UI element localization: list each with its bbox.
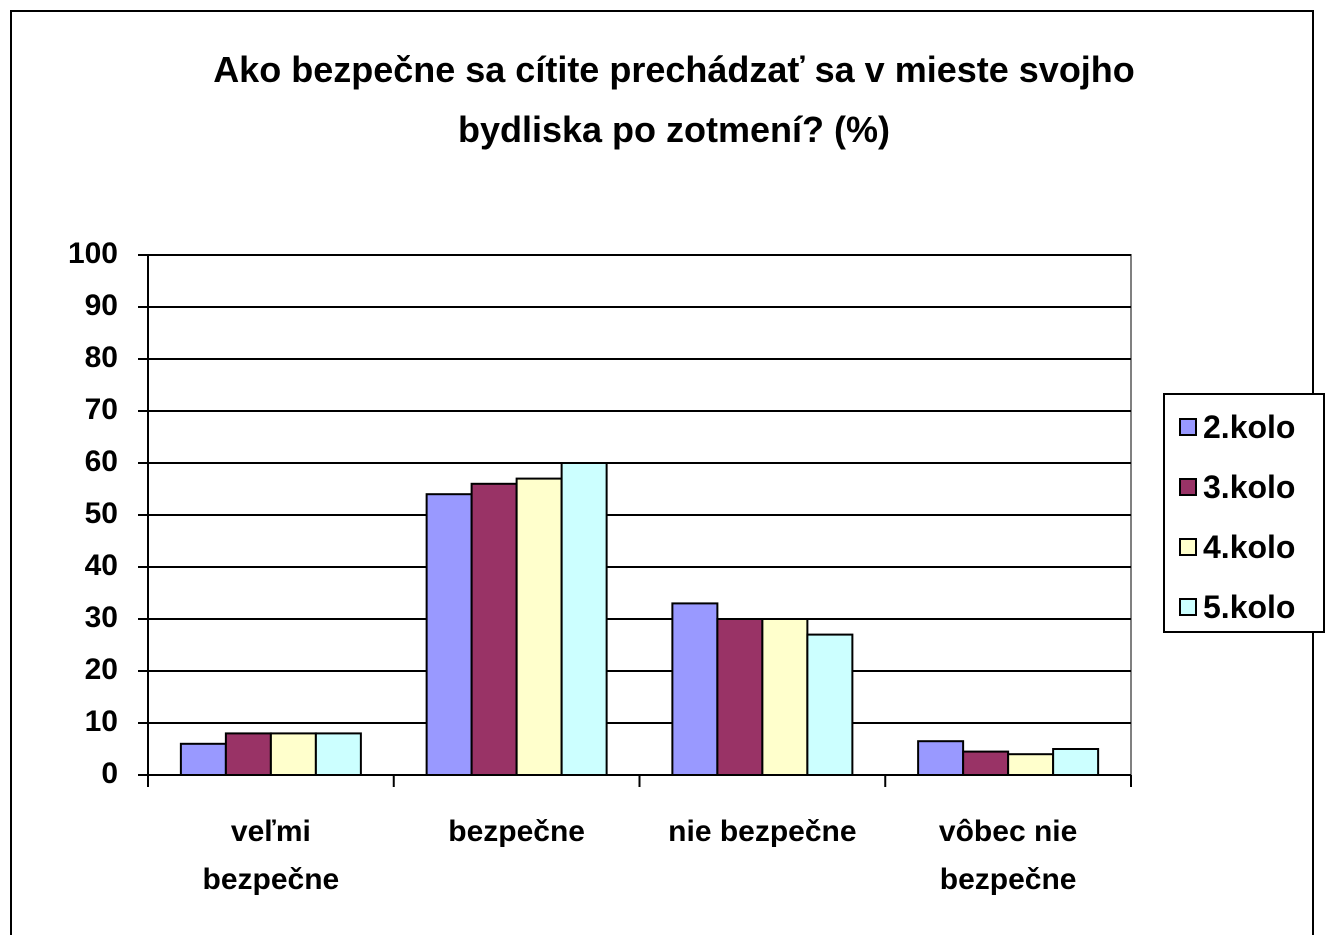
legend-label: 2.kolo — [1203, 409, 1296, 445]
legend-label: 4.kolo — [1203, 529, 1296, 565]
y-tick-label: 100 — [68, 237, 118, 270]
bar — [962, 750, 1010, 776]
bar — [269, 732, 317, 777]
y-tick-label: 30 — [85, 601, 118, 634]
bar — [1007, 753, 1055, 777]
x-tick-label: veľmi bezpečne — [202, 815, 340, 896]
bar — [716, 618, 764, 776]
bar — [806, 633, 854, 776]
bar — [179, 742, 227, 776]
y-tick-label: 70 — [85, 393, 118, 426]
bar — [761, 618, 809, 776]
bar — [470, 482, 518, 776]
legend-item: 5.kolo — [1179, 589, 1295, 625]
y-tick-label: 0 — [101, 757, 118, 790]
legend-item: 2.kolo — [1179, 409, 1295, 445]
legend: 2.kolo 3.kolo 4.kolo 5.kolo — [1163, 393, 1325, 633]
bar — [425, 493, 473, 776]
legend-swatch — [1179, 478, 1197, 496]
legend-swatch — [1179, 598, 1197, 616]
bar — [314, 732, 362, 777]
y-tick-label: 50 — [85, 497, 118, 530]
legend-label: 3.kolo — [1203, 469, 1296, 505]
x-tick-label: vôbec nie bezpečne — [938, 815, 1078, 896]
bar — [917, 740, 965, 777]
bar — [515, 477, 563, 776]
legend-swatch — [1179, 418, 1197, 436]
y-tick-label: 90 — [85, 289, 118, 322]
bar — [224, 732, 272, 777]
chart-title: Ako bezpečne sa cítite prechádzať sa v m… — [213, 49, 1135, 150]
legend-label: 5.kolo — [1203, 589, 1296, 625]
bar — [671, 602, 719, 777]
y-tick-label: 10 — [85, 705, 118, 738]
y-tick-label: 40 — [85, 549, 118, 582]
x-tick-label: nie bezpečne — [668, 815, 857, 848]
x-tick-label: bezpečne — [448, 815, 585, 848]
y-tick-label: 20 — [85, 653, 118, 686]
legend-item: 3.kolo — [1179, 469, 1295, 505]
y-tick-label: 80 — [85, 341, 118, 374]
bar — [1052, 748, 1100, 776]
y-tick-label: 60 — [85, 445, 118, 478]
legend-item: 4.kolo — [1179, 529, 1295, 565]
legend-swatch — [1179, 538, 1197, 556]
bar — [560, 462, 608, 776]
